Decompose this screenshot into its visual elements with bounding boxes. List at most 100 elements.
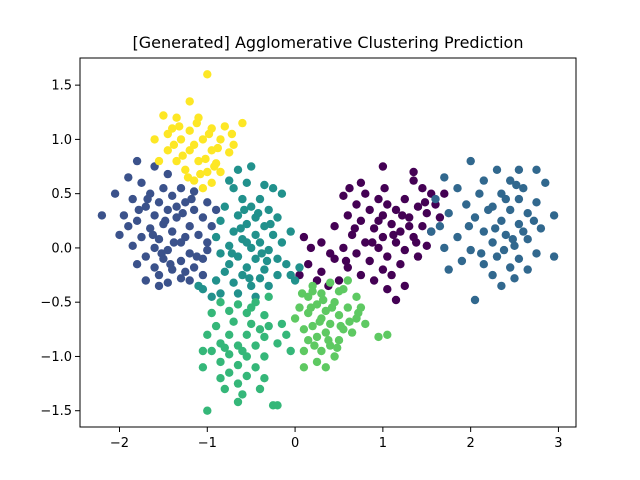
data-point [532, 249, 541, 258]
data-point [143, 194, 152, 204]
data-point [497, 281, 506, 291]
x-axis: −2 −1 0 1 2 3 [110, 427, 563, 451]
data-point [374, 332, 383, 342]
data-point [255, 384, 265, 394]
data-point [198, 270, 208, 280]
points-layer [97, 70, 559, 415]
data-point [233, 397, 243, 407]
data-point [119, 211, 129, 220]
y-axis: −1.5 −1.0 −0.5 0.0 0.5 1.0 1.5 [40, 79, 80, 419]
data-point [178, 209, 187, 218]
data-point [216, 298, 225, 307]
data-point [519, 227, 528, 236]
data-point [204, 129, 214, 139]
data-point [413, 252, 423, 261]
data-point [374, 194, 383, 204]
data-point [475, 189, 484, 198]
data-point [514, 165, 524, 174]
data-point [361, 189, 370, 198]
data-point [374, 243, 383, 253]
data-point [183, 173, 193, 182]
data-point [211, 276, 221, 285]
data-point [268, 184, 278, 193]
y-tick-label: 1.5 [51, 79, 72, 94]
cluster-4-series [427, 156, 559, 305]
data-point [532, 165, 541, 174]
data-point [541, 178, 550, 187]
data-point [220, 267, 229, 276]
data-point [312, 332, 322, 342]
data-point [257, 249, 266, 258]
data-point [154, 281, 164, 291]
data-point [207, 308, 216, 318]
data-point [391, 205, 401, 215]
data-point [220, 122, 229, 131]
x-tick-label: 2 [467, 436, 475, 451]
data-point [317, 238, 326, 247]
data-point [247, 281, 256, 291]
data-point [457, 256, 467, 266]
data-point [172, 113, 181, 122]
data-point [163, 146, 172, 155]
data-point [321, 363, 330, 372]
data-point [187, 194, 196, 204]
data-point [260, 180, 269, 190]
data-point [260, 311, 269, 320]
data-point [242, 263, 251, 272]
data-point [229, 278, 238, 287]
data-point [334, 336, 344, 345]
data-point [185, 97, 194, 106]
data-point [273, 213, 282, 222]
data-point [479, 176, 488, 185]
data-point [233, 300, 243, 309]
data-point [225, 368, 234, 377]
data-point [211, 232, 221, 242]
data-point [336, 321, 345, 331]
data-point [396, 227, 405, 236]
data-point [427, 227, 436, 236]
data-point [236, 224, 245, 233]
data-point [356, 216, 366, 225]
data-point [176, 135, 186, 144]
data-point [341, 256, 351, 266]
data-point [247, 162, 256, 171]
data-point [260, 265, 269, 274]
data-point [409, 167, 418, 177]
data-point [369, 224, 379, 233]
data-point [405, 213, 414, 222]
data-point [506, 205, 515, 215]
data-point [501, 230, 510, 240]
chart-title: [Generated] Agglomerative Clustering Pre… [133, 33, 524, 52]
data-point [523, 265, 532, 274]
data-point [369, 276, 379, 285]
data-point [383, 330, 392, 339]
data-point [178, 151, 187, 160]
plot-frame [79, 57, 577, 428]
data-point [343, 263, 352, 272]
data-point [510, 241, 519, 250]
data-point [225, 330, 234, 339]
data-point [343, 211, 352, 220]
data-point [233, 360, 243, 370]
data-point [440, 173, 449, 182]
data-point [132, 260, 142, 269]
data-point [273, 254, 282, 263]
data-point [251, 230, 260, 240]
data-point [295, 303, 304, 312]
data-point [185, 249, 194, 258]
data-point [321, 328, 330, 337]
data-point [260, 374, 269, 383]
cluster-1-series [97, 156, 221, 291]
data-point [238, 346, 247, 356]
data-point [387, 270, 396, 280]
data-point [532, 198, 541, 207]
data-point [213, 143, 222, 153]
data-point [172, 213, 181, 222]
data-point [380, 184, 389, 193]
data-point [189, 187, 199, 196]
data-point [326, 278, 335, 287]
data-point [324, 336, 333, 345]
data-point [159, 111, 168, 120]
data-point [491, 224, 500, 233]
data-point [378, 162, 388, 171]
